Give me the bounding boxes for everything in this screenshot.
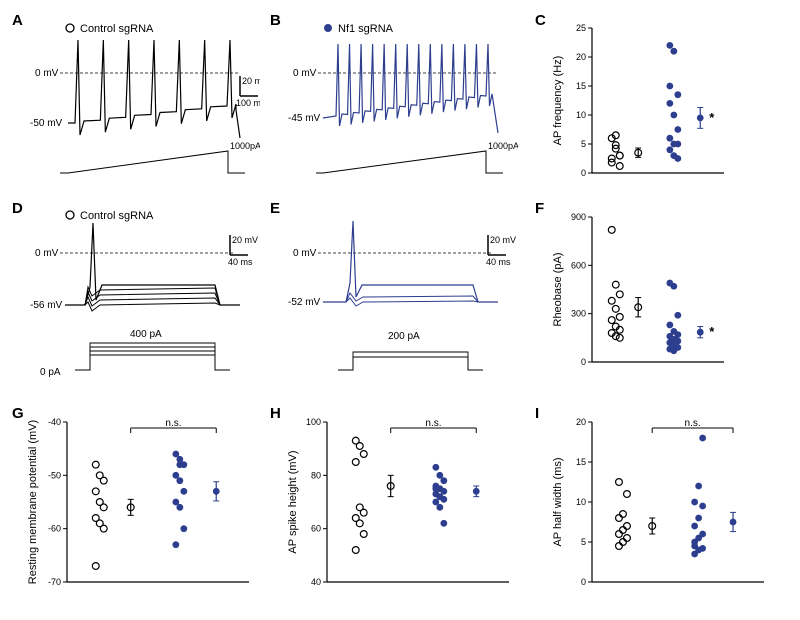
svg-text:0 pA: 0 pA <box>40 367 61 378</box>
svg-text:20 mV: 20 mV <box>242 76 260 86</box>
svg-text:40: 40 <box>311 577 321 587</box>
svg-text:-50 mV: -50 mV <box>30 118 63 129</box>
svg-text:10: 10 <box>576 110 586 120</box>
svg-text:*: * <box>709 110 715 125</box>
svg-text:n.s.: n.s. <box>685 418 701 429</box>
svg-text:40 ms: 40 ms <box>486 257 511 267</box>
svg-text:0 mV: 0 mV <box>35 248 59 259</box>
svg-text:Control sgRNA: Control sgRNA <box>80 23 154 35</box>
svg-text:40 ms: 40 ms <box>228 257 253 267</box>
svg-text:1000pA: 1000pA <box>230 141 260 151</box>
svg-text:Resting membrane potential (mV: Resting membrane potential (mV) <box>27 420 39 584</box>
svg-text:20: 20 <box>576 417 586 427</box>
svg-text:0: 0 <box>581 357 586 367</box>
svg-text:200 pA: 200 pA <box>388 331 420 342</box>
panel-label: A <box>12 12 23 29</box>
svg-text:0 mV: 0 mV <box>293 68 317 79</box>
svg-text:-40: -40 <box>48 417 61 427</box>
svg-text:20 mV: 20 mV <box>232 235 258 245</box>
svg-text:25: 25 <box>576 23 586 33</box>
panel-label: G <box>12 405 24 422</box>
svg-text:20: 20 <box>576 52 586 62</box>
svg-text:0: 0 <box>581 577 586 587</box>
svg-text:15: 15 <box>576 457 586 467</box>
panel-label: C <box>535 12 546 29</box>
svg-text:-45 mV: -45 mV <box>288 113 321 124</box>
panel-label: F <box>535 200 544 217</box>
panel-label: B <box>270 12 281 29</box>
svg-text:400 pA: 400 pA <box>130 329 162 340</box>
svg-text:600: 600 <box>571 260 586 270</box>
panel-label: I <box>535 405 539 422</box>
svg-text:0: 0 <box>581 168 586 178</box>
svg-text:15: 15 <box>576 81 586 91</box>
svg-text:-70: -70 <box>48 577 61 587</box>
svg-text:900: 900 <box>571 212 586 222</box>
svg-text:-56 mV: -56 mV <box>30 300 63 311</box>
svg-text:Nf1 sgRNA: Nf1 sgRNA <box>338 23 394 35</box>
panel-label: E <box>270 200 280 217</box>
panel-label: H <box>270 405 281 422</box>
svg-text:5: 5 <box>581 139 586 149</box>
svg-text:10: 10 <box>576 497 586 507</box>
svg-text:-50: -50 <box>48 470 61 480</box>
panel-label: D <box>12 200 23 217</box>
svg-text:-52 mV: -52 mV <box>288 297 321 308</box>
svg-text:n.s.: n.s. <box>425 418 441 429</box>
svg-text:Control sgRNA: Control sgRNA <box>80 210 154 222</box>
svg-text:AP spike height (mV): AP spike height (mV) <box>287 450 299 553</box>
svg-text:n.s.: n.s. <box>165 418 181 429</box>
svg-text:1000pA: 1000pA <box>488 141 518 151</box>
svg-text:100 ms: 100 ms <box>236 98 260 108</box>
svg-text:*: * <box>709 324 715 339</box>
svg-text:0 mV: 0 mV <box>293 248 317 259</box>
svg-text:AP half width (ms): AP half width (ms) <box>552 457 564 546</box>
svg-text:100: 100 <box>306 417 321 427</box>
svg-text:20 mV: 20 mV <box>490 235 516 245</box>
svg-text:300: 300 <box>571 309 586 319</box>
svg-text:80: 80 <box>311 470 321 480</box>
svg-text:Rheobase (pA): Rheobase (pA) <box>552 253 564 327</box>
svg-text:60: 60 <box>311 524 321 534</box>
svg-text:AP frequency (Hz): AP frequency (Hz) <box>552 56 564 146</box>
svg-text:-60: -60 <box>48 524 61 534</box>
svg-text:5: 5 <box>581 537 586 547</box>
svg-text:0 mV: 0 mV <box>35 68 59 79</box>
